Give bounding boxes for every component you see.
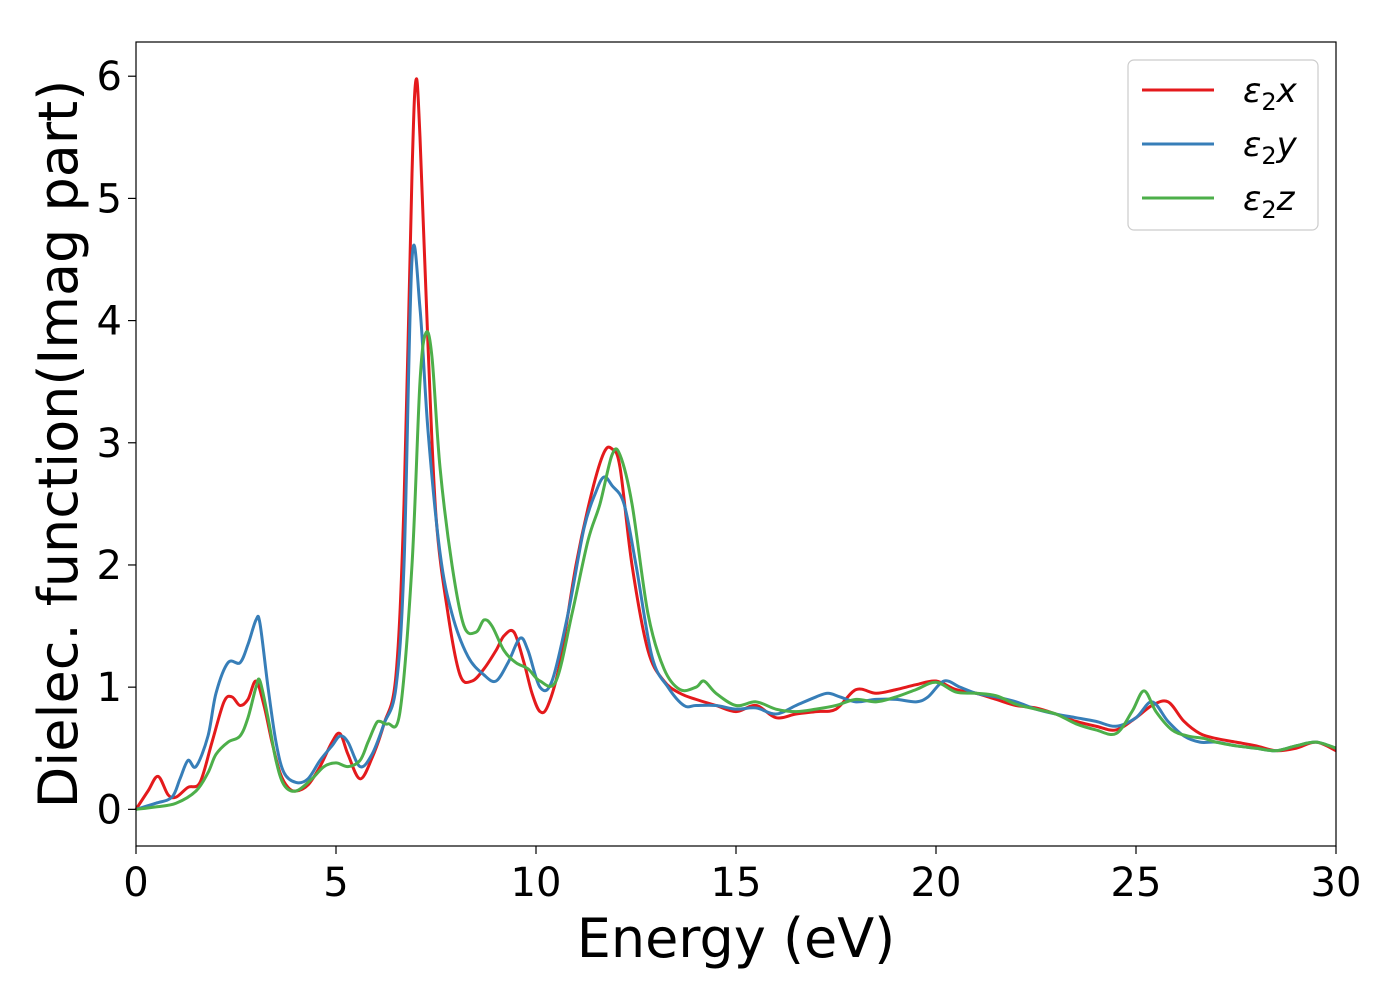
legend-label-y: ε2y xyxy=(1243,125,1298,170)
y-tick-label: 4 xyxy=(97,299,122,345)
legend-label-z: ε2z xyxy=(1243,179,1296,224)
y-tick-label: 0 xyxy=(97,787,122,833)
x-tick-label: 25 xyxy=(1111,860,1162,906)
x-tick-label: 5 xyxy=(323,860,348,906)
x-tick-label: 0 xyxy=(123,860,148,906)
y-tick-label: 3 xyxy=(97,421,122,467)
series-layer xyxy=(134,77,1337,811)
series-line-z xyxy=(135,330,1337,811)
y-tick-label: 6 xyxy=(97,54,122,100)
x-tick-label: 30 xyxy=(1311,860,1362,906)
y-axis: 0 1 2 3 4 5 6 xyxy=(97,54,136,833)
legend: ε2x ε2y ε2z xyxy=(1127,59,1319,231)
y-tick-label: 2 xyxy=(97,543,122,589)
y-tick-label: 5 xyxy=(97,176,122,222)
legend-box xyxy=(1127,59,1319,231)
x-axis: 0 5 10 15 20 25 30 xyxy=(123,846,1361,906)
legend-label-x: ε2x xyxy=(1243,71,1298,116)
x-tick-label: 20 xyxy=(911,860,962,906)
x-tick-label: 15 xyxy=(711,860,762,906)
y-axis-title: Dielec. function(Imag part) xyxy=(27,80,90,809)
y-tick-label: 1 xyxy=(97,665,122,711)
x-axis-title: Energy (eV) xyxy=(577,907,896,970)
x-tick-label: 10 xyxy=(511,860,562,906)
